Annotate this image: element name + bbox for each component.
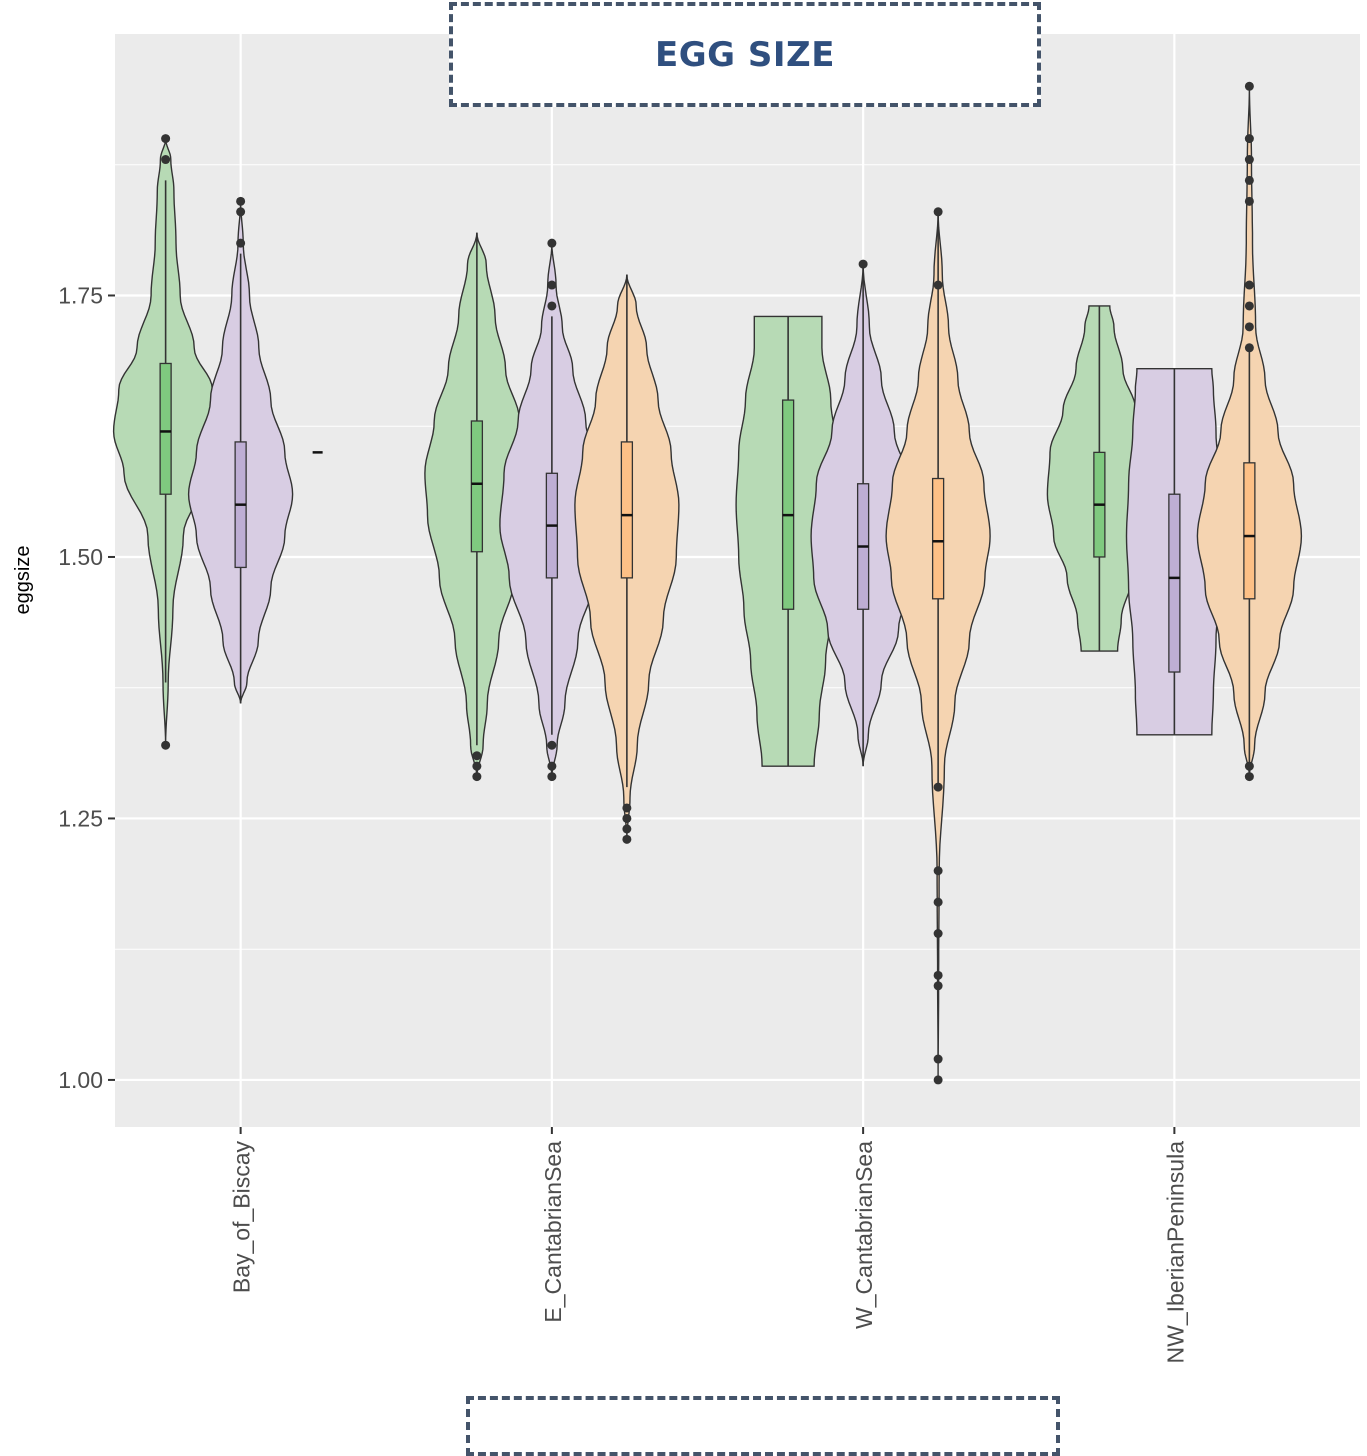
- outlier-point: [547, 280, 557, 290]
- outlier-point: [933, 1075, 943, 1085]
- box-iqr: [470, 420, 484, 553]
- outlier-point: [933, 970, 943, 980]
- outlier-point: [472, 761, 482, 771]
- box-iqr: [1168, 493, 1181, 673]
- y-axis: 1.00 1.25 1.50 1.75: [58, 282, 115, 1093]
- x-axis: Bay_of_Biscay E_CantabrianSea W_Cantabrian…: [229, 1127, 1188, 1364]
- outlier-point: [236, 196, 246, 206]
- outlier-point: [933, 897, 943, 907]
- outlier-point: [1244, 81, 1254, 91]
- outlier-point: [622, 824, 632, 834]
- outlier-point: [933, 207, 943, 217]
- outlier-point: [933, 929, 943, 939]
- violins: [112, 81, 1303, 1085]
- chart-title: EGG SIZE: [655, 34, 835, 75]
- outlier-point: [933, 981, 943, 991]
- outlier-point: [547, 301, 557, 311]
- outlier-point: [472, 772, 482, 782]
- outlier-point: [236, 238, 246, 248]
- outlier-point: [1244, 196, 1254, 206]
- outlier-point: [622, 834, 632, 844]
- outlier-point: [1244, 134, 1254, 144]
- box-iqr: [781, 399, 795, 610]
- caption-box: [466, 1396, 1060, 1456]
- outlier-point: [161, 134, 171, 144]
- x-tick-label: NW_IberianPeninsula: [1162, 1141, 1188, 1364]
- box-iqr: [1243, 462, 1256, 600]
- outlier-point: [1244, 301, 1254, 311]
- outlier-point: [1244, 155, 1254, 165]
- outlier-point: [161, 740, 171, 750]
- outlier-point: [1244, 175, 1254, 185]
- outlier-point: [933, 866, 943, 876]
- box-iqr: [931, 477, 945, 600]
- outlier-point: [472, 751, 482, 761]
- outlier-point: [933, 280, 943, 290]
- title-box: EGG SIZE: [449, 2, 1041, 107]
- y-tick-label: 1.00: [58, 1067, 103, 1093]
- box-iqr: [620, 441, 634, 579]
- x-tick-label: Bay_of_Biscay: [229, 1141, 255, 1294]
- y-tick-label: 1.50: [58, 544, 103, 570]
- box-iqr: [159, 362, 172, 495]
- outlier-point: [547, 761, 557, 771]
- y-axis-label: eggsize: [12, 546, 34, 615]
- outlier-point: [933, 1054, 943, 1064]
- outlier-point: [547, 740, 557, 750]
- y-tick-label: 1.25: [58, 805, 103, 831]
- x-tick-label: E_CantabrianSea: [540, 1141, 566, 1323]
- outlier-point: [547, 772, 557, 782]
- x-tick-label: W_CantabrianSea: [851, 1141, 877, 1329]
- outlier-point: [622, 813, 632, 823]
- outlier-point: [236, 207, 246, 217]
- outlier-point: [1244, 322, 1254, 332]
- outlier-point: [1244, 761, 1254, 771]
- outlier-point: [622, 803, 632, 813]
- outlier-point: [161, 155, 171, 165]
- outlier-point: [1244, 343, 1254, 353]
- y-tick-label: 1.75: [58, 282, 103, 308]
- violin-plot: 1.00 1.25 1.50 1.75 Bay_of_Biscay E_Cantabri…: [12, 34, 1360, 1364]
- outlier-point: [547, 238, 557, 248]
- outlier-point: [1244, 772, 1254, 782]
- outlier-point: [1244, 280, 1254, 290]
- outlier-point: [933, 782, 943, 792]
- outlier-point: [858, 259, 868, 269]
